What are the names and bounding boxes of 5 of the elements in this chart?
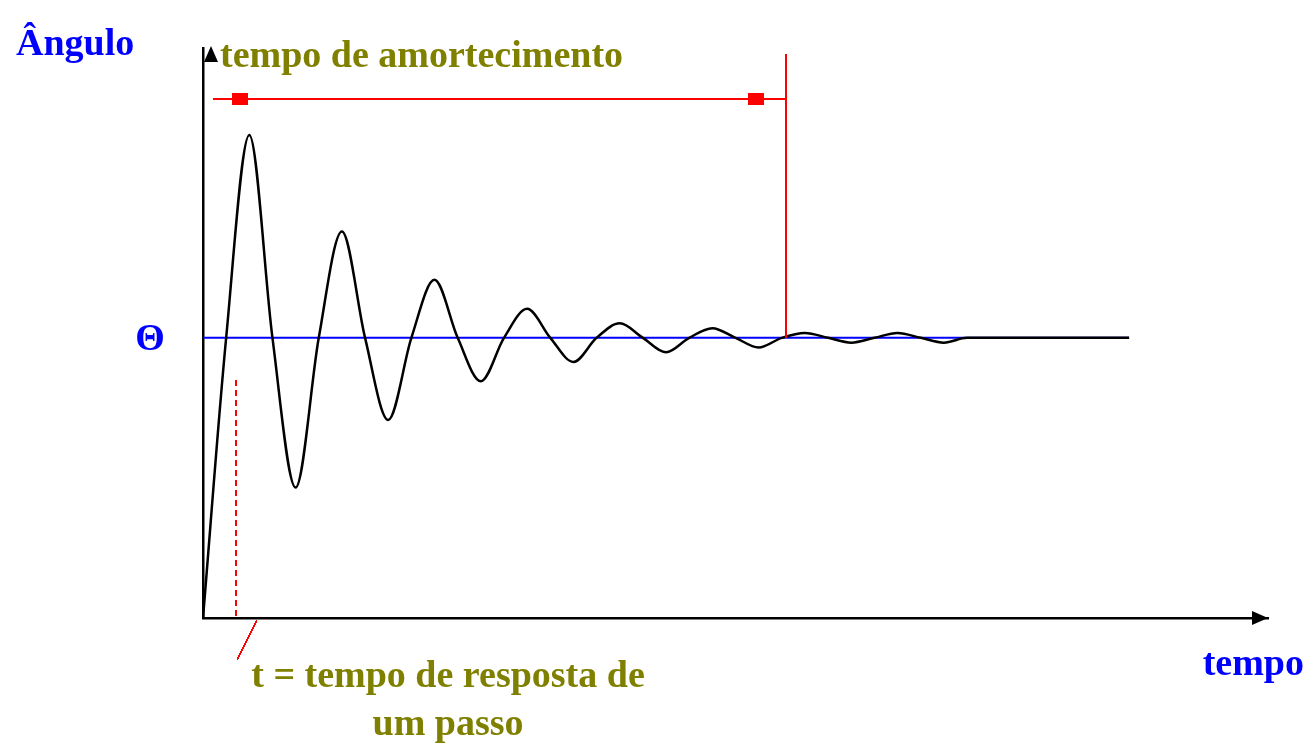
text: t = tempo de resposta de um passo <box>250 652 646 745</box>
ref-line-label: Θ <box>135 315 165 358</box>
y-axis-title: Ângulo <box>16 20 135 64</box>
x-axis-title: tempo <box>1202 640 1304 684</box>
text: tempo de amortecimento <box>220 32 624 76</box>
